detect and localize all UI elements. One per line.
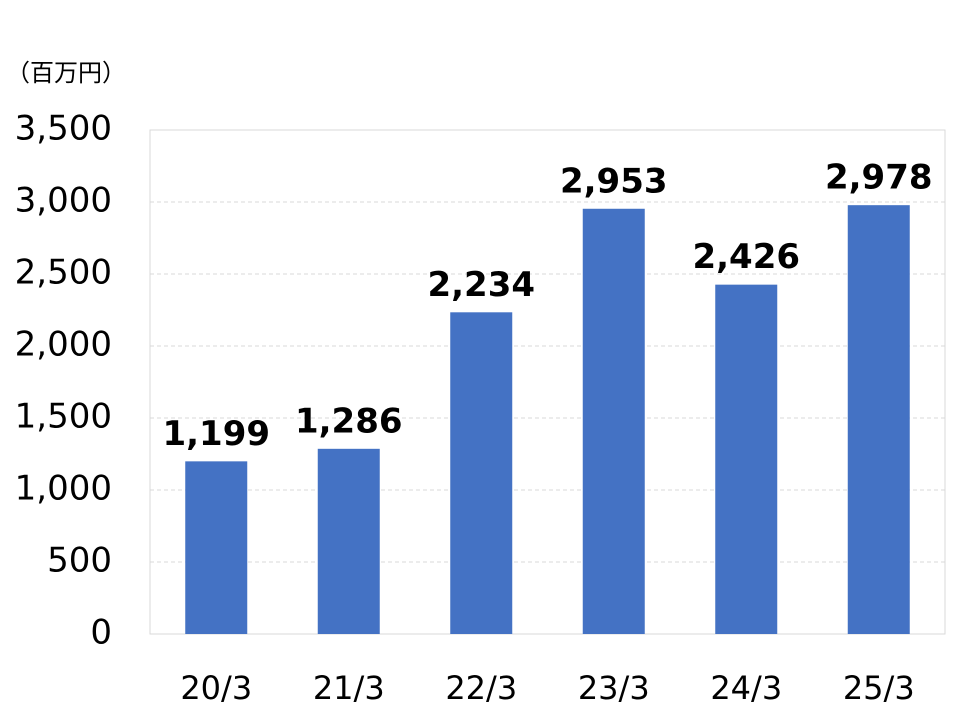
value-label: 2,978 — [825, 158, 933, 198]
y-tick-label: 1,000 — [15, 469, 112, 509]
y-tick-label: 3,000 — [15, 181, 112, 221]
x-tick-label: 24/3 — [710, 669, 782, 707]
bar — [847, 205, 910, 634]
x-tick-label: 20/3 — [180, 669, 252, 707]
value-label: 2,953 — [560, 161, 668, 201]
plot-area — [149, 129, 946, 635]
y-tick-label: 1,500 — [15, 397, 112, 437]
bar — [450, 312, 513, 634]
value-label: 2,426 — [692, 237, 800, 277]
value-label: 2,234 — [427, 265, 535, 305]
value-label: 1,286 — [295, 401, 403, 441]
y-axis-unit: （百万円） — [6, 59, 126, 87]
y-tick-label: 3,500 — [15, 109, 112, 149]
bar — [715, 284, 778, 634]
y-tick-label: 0 — [90, 613, 112, 653]
y-tick-label: 2,500 — [15, 253, 112, 293]
bar — [185, 461, 248, 634]
x-tick-label: 22/3 — [445, 669, 517, 707]
y-tick-label: 2,000 — [15, 325, 112, 365]
x-tick-label: 23/3 — [578, 669, 650, 707]
y-tick-label: 500 — [47, 541, 112, 581]
x-tick-label: 25/3 — [843, 669, 915, 707]
x-tick-label: 21/3 — [313, 669, 385, 707]
bar — [582, 208, 645, 634]
bar — [317, 448, 380, 634]
value-label: 1,199 — [162, 414, 270, 454]
